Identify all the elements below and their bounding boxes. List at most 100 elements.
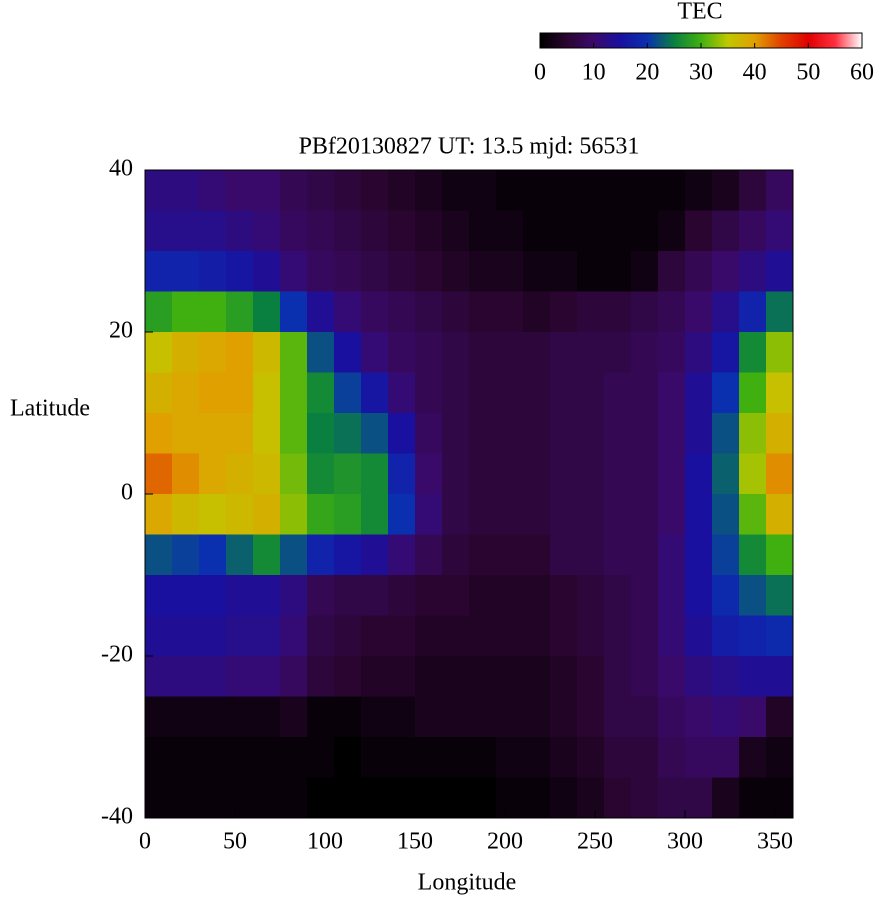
cell <box>469 372 497 414</box>
cell <box>253 494 281 535</box>
cell <box>334 656 362 697</box>
cell <box>280 575 308 616</box>
cell <box>442 251 470 292</box>
cell <box>739 534 767 576</box>
cell <box>307 494 335 535</box>
cell <box>604 615 632 657</box>
cell <box>199 575 227 616</box>
cell <box>172 210 200 252</box>
cell <box>550 615 578 657</box>
cell <box>280 656 308 697</box>
cell <box>226 372 254 414</box>
cell <box>253 291 281 333</box>
cell <box>253 656 281 697</box>
cell <box>523 210 551 252</box>
cell <box>415 170 443 211</box>
cell <box>307 534 335 576</box>
cell <box>388 372 416 414</box>
cell <box>469 453 497 495</box>
cell <box>523 575 551 616</box>
cell <box>280 210 308 252</box>
cell <box>496 737 524 778</box>
cell <box>307 737 335 778</box>
cell <box>523 494 551 535</box>
cell <box>496 534 524 576</box>
cell <box>307 332 335 373</box>
cell <box>685 332 713 373</box>
cell <box>523 453 551 495</box>
cell <box>469 251 497 292</box>
cell <box>523 251 551 292</box>
cell <box>226 494 254 535</box>
cell <box>361 534 389 576</box>
x-axis-label: Longitude <box>418 870 517 896</box>
y-tick-label: 20 <box>109 318 133 344</box>
cell <box>226 656 254 697</box>
cell <box>712 575 740 616</box>
cell <box>334 453 362 495</box>
cell <box>172 534 200 576</box>
cell <box>226 534 254 576</box>
cell <box>685 170 713 211</box>
x-tick-label: 0 <box>139 829 151 855</box>
cell <box>172 575 200 616</box>
cell <box>496 291 524 333</box>
cell <box>172 170 200 211</box>
cell <box>415 372 443 414</box>
cell <box>145 737 173 778</box>
cell <box>523 170 551 211</box>
cell <box>415 251 443 292</box>
cell <box>253 332 281 373</box>
cell <box>280 251 308 292</box>
cell <box>199 372 227 414</box>
cell <box>442 656 470 697</box>
cell <box>280 494 308 535</box>
cell <box>577 575 605 616</box>
cell <box>631 494 659 535</box>
cell <box>631 737 659 778</box>
x-tick-label: 350 <box>757 829 793 855</box>
cell <box>145 210 173 252</box>
cell <box>739 453 767 495</box>
cell <box>658 453 686 495</box>
cell <box>496 615 524 657</box>
cell <box>469 696 497 738</box>
cell <box>280 413 308 454</box>
cell <box>739 737 767 778</box>
cell <box>631 453 659 495</box>
cell <box>658 413 686 454</box>
cell <box>145 615 173 657</box>
cell <box>334 170 362 211</box>
cell <box>334 291 362 333</box>
cell <box>496 494 524 535</box>
cell <box>685 453 713 495</box>
cell <box>442 615 470 657</box>
cell <box>334 696 362 738</box>
colorbar-tick-label: 20 <box>635 60 659 86</box>
cell <box>442 737 470 778</box>
cell <box>658 575 686 616</box>
cell <box>145 453 173 495</box>
cell <box>469 575 497 616</box>
cell <box>550 332 578 373</box>
cell <box>280 291 308 333</box>
cell <box>631 777 659 819</box>
cell <box>253 737 281 778</box>
cell <box>199 534 227 576</box>
cell <box>199 251 227 292</box>
cell <box>523 372 551 414</box>
cell <box>172 737 200 778</box>
cell <box>469 737 497 778</box>
cell <box>631 170 659 211</box>
cell <box>658 251 686 292</box>
cell <box>469 656 497 697</box>
cell <box>334 575 362 616</box>
cell <box>523 615 551 657</box>
cell <box>577 291 605 333</box>
cell <box>739 575 767 616</box>
cell <box>253 210 281 252</box>
cell <box>388 575 416 616</box>
cell <box>226 453 254 495</box>
cell <box>631 291 659 333</box>
cell <box>307 696 335 738</box>
